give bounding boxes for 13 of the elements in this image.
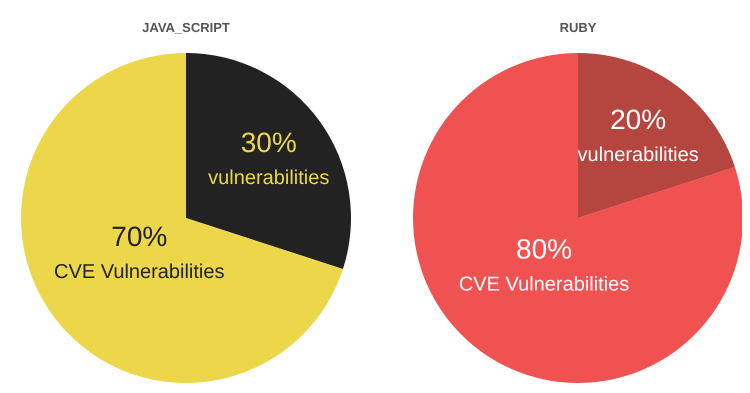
chart-title: JAVA_SCRIPT [142,20,230,35]
data-label: 20% [610,104,666,136]
slice-label: CVE Vulnerabilities [54,260,225,283]
slice-label: vulnerabilities [578,144,699,166]
pie-slice [413,53,742,383]
pie-slice [21,53,343,383]
data-label: 30% [240,126,297,158]
slice-label: vulnerabilities [208,166,330,189]
data-label: 70% [111,220,168,252]
data-label: 80% [516,234,572,265]
chart-title: RUBY [560,20,597,35]
pie-slice [578,53,735,218]
slice-label: CVE Vulnerabilities [458,274,630,296]
